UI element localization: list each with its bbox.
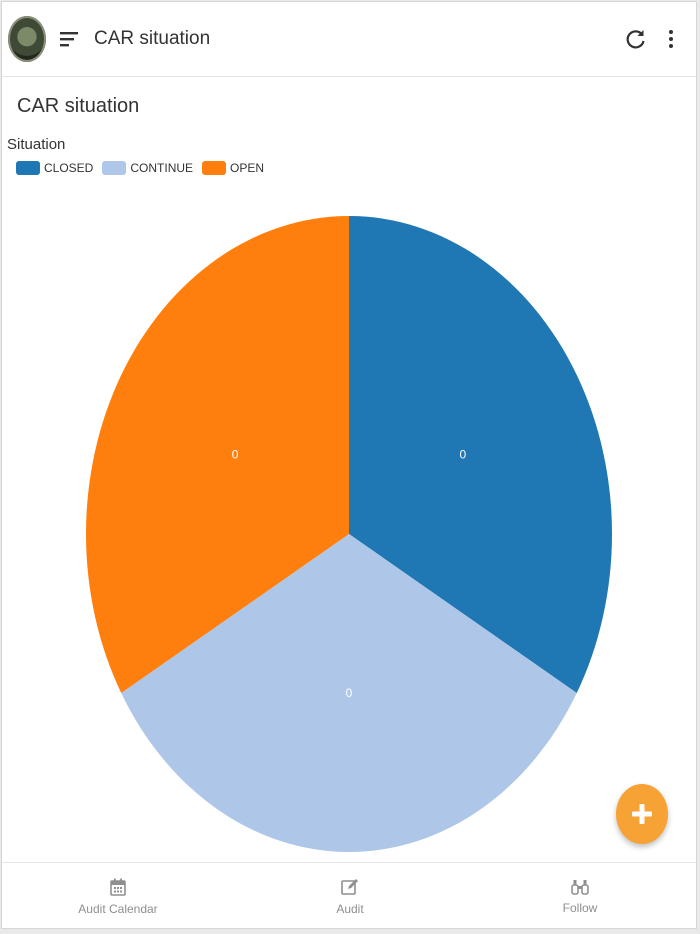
plus-icon: [632, 804, 652, 824]
pie-chart: 0 0 0: [85, 216, 612, 852]
edit-icon: [341, 879, 358, 895]
pie-slice-continue[interactable]: [121, 534, 577, 852]
add-button[interactable]: [616, 784, 668, 844]
app-bar: CAR situation: [2, 2, 696, 77]
nav-item-follow[interactable]: Follow: [530, 863, 630, 928]
more-vertical-icon[interactable]: [662, 27, 680, 51]
menu-icon[interactable]: [59, 29, 81, 49]
legend-label: OPEN: [230, 161, 265, 175]
section-title: CAR situation: [17, 95, 140, 117]
legend-swatch: [102, 161, 127, 175]
pie-data-label: 0: [232, 448, 239, 462]
nav-item-audit-calendar[interactable]: Audit Calendar: [68, 863, 168, 928]
legend-item-closed[interactable]: CLOSED: [16, 161, 93, 175]
binoculars-icon: [571, 880, 589, 895]
nav-item-audit[interactable]: Audit: [300, 863, 400, 928]
pie-data-label: 0: [460, 448, 467, 462]
legend-title: Situation: [7, 136, 66, 153]
bottom-nav: Audit Calendar Audit Follow: [2, 862, 696, 928]
legend-swatch: [16, 161, 40, 175]
legend-item-open[interactable]: OPEN: [202, 161, 264, 175]
nav-label: Audit Calendar: [78, 902, 158, 916]
legend-swatch: [202, 161, 227, 175]
refresh-icon[interactable]: [624, 27, 648, 51]
legend-label: CONTINUE: [130, 161, 194, 175]
calendar-icon: [110, 878, 126, 896]
legend-item-continue[interactable]: CONTINUE: [102, 161, 193, 175]
chart-legend: CLOSED CONTINUE OPEN: [16, 159, 273, 177]
pie-data-label: 0: [346, 686, 353, 700]
pie-slice-open[interactable]: [85, 216, 349, 693]
nav-label: Follow: [562, 901, 598, 915]
app-title: CAR situation: [94, 28, 211, 49]
legend-label: CLOSED: [44, 161, 94, 175]
nav-label: Audit: [336, 902, 364, 916]
pie-slice-closed[interactable]: [349, 216, 612, 693]
avatar[interactable]: [8, 16, 46, 62]
